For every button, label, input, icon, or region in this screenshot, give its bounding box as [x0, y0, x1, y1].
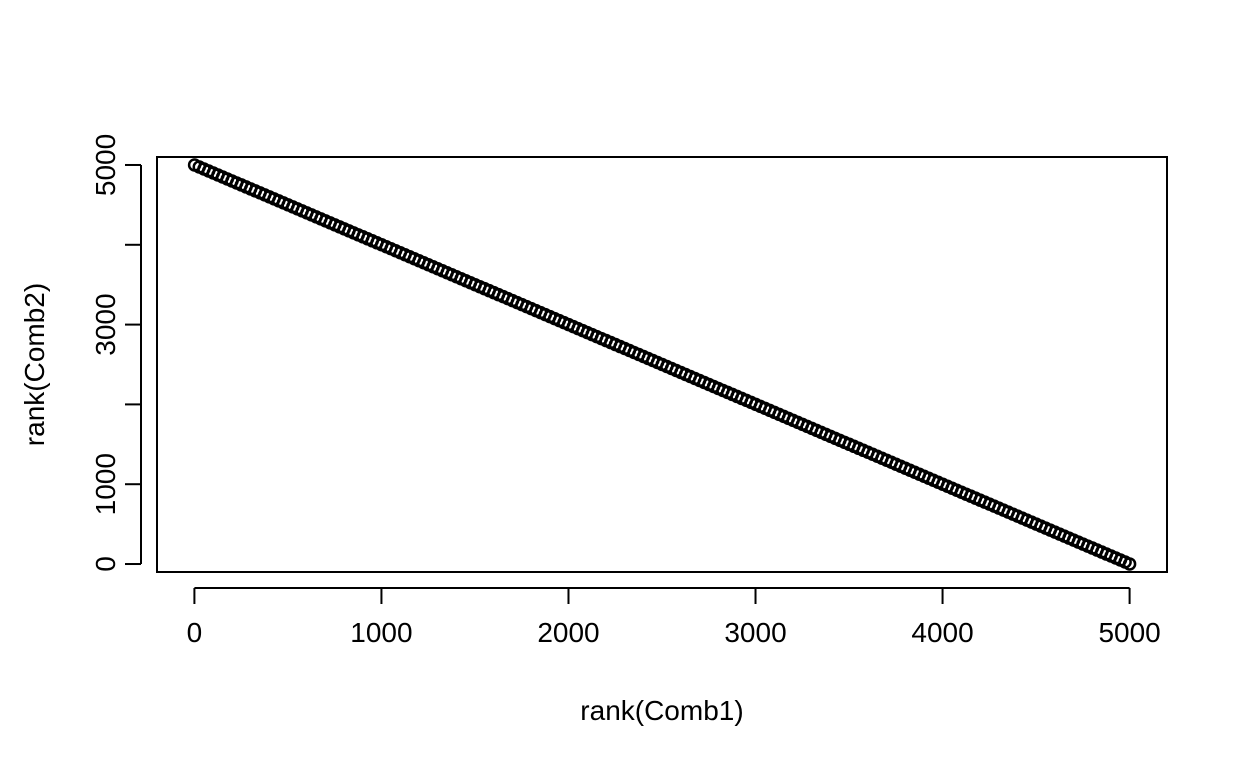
data-point	[1122, 557, 1137, 571]
x-axis-label: rank(Comb1)	[580, 695, 743, 726]
x-tick-label: 3000	[724, 617, 786, 648]
y-tick-label: 1000	[90, 453, 121, 515]
x-tick-label: 2000	[537, 617, 599, 648]
y-tick-label: 3000	[90, 293, 121, 355]
x-tick-label: 4000	[911, 617, 973, 648]
x-tick-label: 0	[187, 617, 203, 648]
x-tick-label: 5000	[1098, 617, 1160, 648]
points-layer	[187, 158, 1137, 571]
y-tick-label: 5000	[90, 134, 121, 196]
y-axis: 0 1000 3000 5000	[90, 134, 142, 572]
y-tick-label: 0	[90, 556, 121, 572]
x-axis: 0 1000 2000 3000 4000 5000	[187, 587, 1161, 648]
x-tick-label: 1000	[350, 617, 412, 648]
plot-frame	[156, 156, 1168, 573]
y-axis-label: rank(Comb2)	[19, 283, 50, 446]
